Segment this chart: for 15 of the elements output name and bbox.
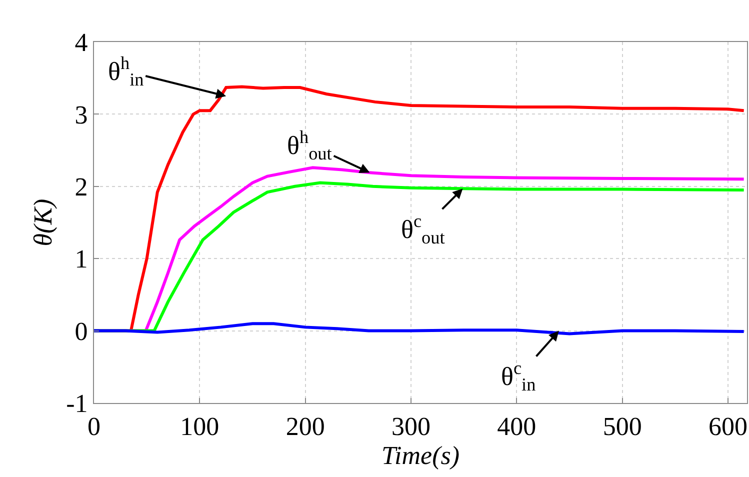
y-tick-label: 2 xyxy=(74,172,88,202)
x-tick-label: 400 xyxy=(497,412,536,442)
y-tick-label: -1 xyxy=(66,389,88,418)
x-axis-title: Time(s) xyxy=(382,441,460,470)
x-tick-label: 300 xyxy=(391,412,430,442)
x-tick-label: 500 xyxy=(602,412,642,442)
x-tick-label: 600 xyxy=(708,412,748,442)
line-series xyxy=(94,322,746,336)
x-tick-label: 200 xyxy=(286,412,325,442)
y-tick-label: 1 xyxy=(74,244,88,274)
y-tick-label: 4 xyxy=(74,28,88,58)
x-tick-label: 100 xyxy=(180,412,220,442)
y-tick-label: 0 xyxy=(74,316,88,346)
y-tick-label: 3 xyxy=(74,100,88,130)
y-axis-title: θ(K) xyxy=(28,198,58,246)
